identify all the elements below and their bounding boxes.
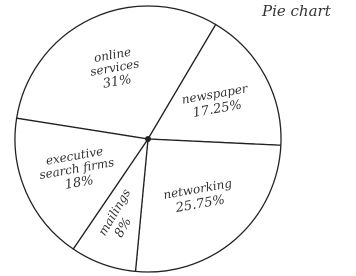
page: Pie chart online services31%newspaper17.… — [0, 0, 356, 276]
chart — [0, 0, 356, 276]
chart-title: Pie chart — [262, 2, 331, 20]
pie-center — [145, 136, 151, 142]
